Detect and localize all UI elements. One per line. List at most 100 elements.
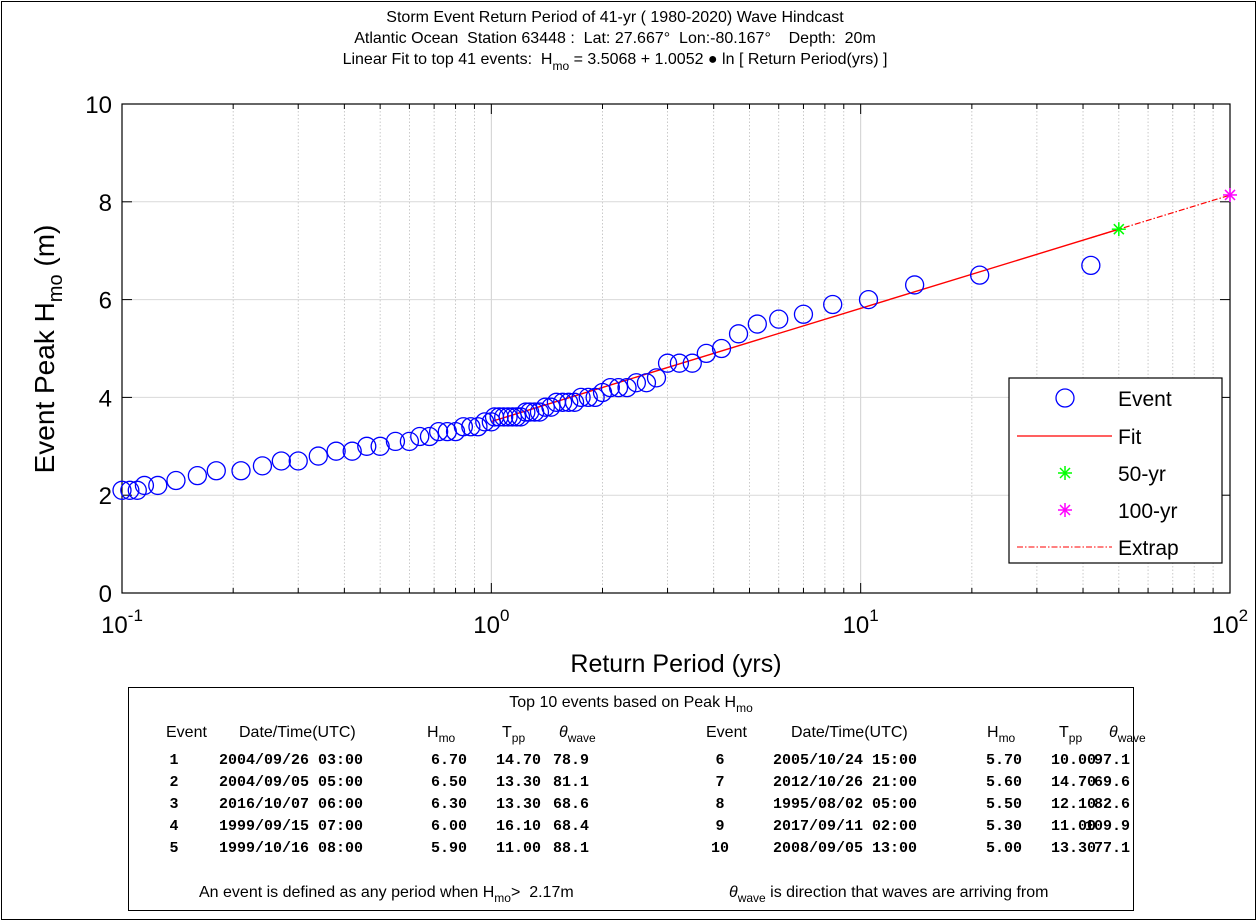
- table-cell-theta: 77.1: [1093, 840, 1130, 857]
- table-cell-h: 5.30: [986, 818, 1023, 835]
- table-cell-theta: 88.1: [552, 840, 589, 857]
- event-point: [326, 441, 346, 461]
- legend-50yr-asterisk: [1058, 466, 1072, 480]
- legend-50yr-marker: [1058, 466, 1072, 480]
- event-point: [510, 407, 531, 427]
- asterisk-stroke: [1224, 189, 1236, 201]
- table-cell-h: 6.50: [431, 774, 468, 791]
- event-point: [747, 314, 767, 334]
- x-tick-label-exponent: 2: [1239, 606, 1248, 625]
- col-header-t-right: Tpp: [1059, 724, 1082, 745]
- legend-event-label: Event: [1118, 388, 1172, 411]
- table-cell-n: 8: [715, 796, 725, 813]
- col-header-h-left: Hmo: [427, 724, 455, 745]
- footnote-left-prefix: An event is defined as any period when H: [199, 884, 495, 901]
- event-point: [696, 343, 716, 364]
- legend-100yr-label: 100-yr: [1118, 500, 1178, 523]
- event-point: [385, 431, 406, 452]
- table-title-sub: mo: [736, 701, 753, 715]
- data-marks: [112, 187, 1237, 500]
- footnote-left-sub: mo: [494, 891, 511, 905]
- fit-line: [491, 228, 1120, 423]
- event-point: [858, 289, 879, 310]
- col-h-left-sub: mo: [438, 731, 456, 745]
- col-t-right-main: T: [1059, 724, 1069, 741]
- col-h-left-main: H: [427, 724, 439, 741]
- event-point: [728, 324, 749, 344]
- table-cell-t: 13.30: [496, 774, 542, 791]
- event-point: [410, 426, 430, 447]
- event-point: [559, 392, 579, 412]
- table-cell-theta: 109.9: [1084, 818, 1130, 835]
- event-point: [494, 407, 514, 427]
- table-cell-t: 13.30: [1051, 840, 1097, 857]
- table-cell-h: 6.00: [431, 818, 468, 835]
- event-point: [553, 392, 573, 412]
- event-point: [342, 441, 362, 461]
- table-cell-date: 2017/09/11 02:00: [773, 818, 918, 835]
- x-axis-label: Return Period (yrs): [570, 650, 781, 678]
- table-cell-h: 6.70: [431, 752, 468, 769]
- event-point: [793, 304, 814, 324]
- event-point: [646, 368, 667, 388]
- event-point: [308, 446, 328, 466]
- col-h-right-main: H: [987, 724, 999, 741]
- table-cell-date: 2016/10/07 06:00: [219, 796, 364, 813]
- col-h-right-sub: mo: [998, 731, 1016, 745]
- event-point: [529, 402, 550, 422]
- table-cell-theta: 97.1: [1093, 752, 1130, 769]
- table-cell-n: 6: [715, 752, 725, 769]
- col-theta-right-main: θ: [1109, 724, 1118, 741]
- event-point: [823, 294, 843, 315]
- table-cell-t: 13.30: [496, 796, 542, 813]
- event-point: [578, 387, 598, 408]
- fit-equation-sub: mo: [552, 59, 569, 73]
- table-title: Top 10 events based on Peak Hmo: [129, 694, 1133, 715]
- x-tick-label-base: 10: [101, 612, 128, 639]
- fifty-year-point: [1111, 222, 1126, 237]
- event-point: [636, 373, 657, 393]
- y-tick-label: 6: [99, 288, 112, 315]
- legend-box: [1008, 377, 1223, 564]
- event-point: [516, 402, 536, 422]
- col-header-theta-right: θwave: [1109, 724, 1146, 745]
- event-point: [657, 353, 678, 373]
- event-point: [585, 387, 605, 408]
- footnote-right-suffix: is direction that waves are arriving fro…: [765, 884, 1049, 901]
- event-point: [437, 421, 457, 442]
- footnote-left-suffix: > 2.17m: [510, 884, 574, 901]
- y-tick-label: 2: [99, 483, 112, 510]
- event-point: [112, 480, 132, 500]
- legend-extrap-label: Extrap: [1118, 537, 1179, 560]
- event-point: [475, 412, 495, 432]
- y-label-suffix: (m): [29, 225, 60, 275]
- col-header-t-left: Tpp: [502, 724, 525, 745]
- table-cell-h: 5.00: [986, 840, 1023, 857]
- col-header-event-right: Event: [706, 724, 747, 741]
- table-cell-h: 5.70: [986, 752, 1023, 769]
- col-header-datetime-left: Date/Time(UTC): [239, 724, 356, 741]
- table-cell-n: 1: [169, 752, 179, 769]
- table-cell-theta: 68.6: [552, 796, 589, 813]
- event-point: [288, 451, 308, 471]
- event-point: [120, 480, 140, 500]
- event-point: [617, 377, 637, 398]
- col-theta-left-sub: wave: [567, 731, 596, 745]
- event-point: [231, 461, 251, 481]
- chart-title-fit-equation: Linear Fit to top 41 events: Hmo = 3.506…: [343, 51, 888, 73]
- table-cell-date: 2012/10/26 21:00: [773, 774, 918, 791]
- footnote-theta-definition: θwave is direction that waves are arrivi…: [729, 884, 1048, 905]
- x-tick-label-base: 10: [843, 612, 870, 639]
- y-tick-label: 10: [85, 92, 112, 119]
- chart-title-line2: Atlantic Ocean Station 63448 : Lat: 27.6…: [354, 30, 876, 47]
- asterisk-stroke: [1113, 223, 1125, 235]
- event-point: [484, 407, 505, 427]
- col-header-theta-left: θwave: [559, 724, 596, 745]
- legend-event-marker: [1055, 388, 1075, 408]
- event-point: [904, 275, 925, 295]
- col-theta-left-main: θ: [559, 724, 568, 741]
- table-cell-t: 11.00: [1051, 818, 1097, 835]
- footnote-theta: θ: [729, 884, 738, 901]
